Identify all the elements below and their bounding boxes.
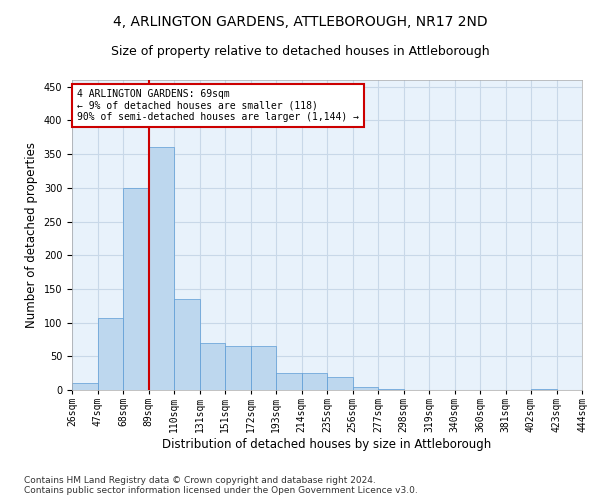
Text: 4 ARLINGTON GARDENS: 69sqm
← 9% of detached houses are smaller (118)
90% of semi: 4 ARLINGTON GARDENS: 69sqm ← 9% of detac…	[77, 90, 359, 122]
Bar	[327, 376, 353, 390]
X-axis label: Distribution of detached houses by size in Attleborough: Distribution of detached houses by size …	[163, 438, 491, 451]
Bar	[531, 388, 557, 390]
Bar	[302, 373, 327, 390]
Text: Contains HM Land Registry data © Crown copyright and database right 2024.
Contai: Contains HM Land Registry data © Crown c…	[24, 476, 418, 495]
Bar	[149, 148, 174, 390]
Bar	[174, 299, 199, 390]
Bar	[123, 188, 149, 390]
Bar	[353, 386, 378, 390]
Bar	[378, 388, 404, 390]
Bar	[251, 346, 276, 390]
Y-axis label: Number of detached properties: Number of detached properties	[25, 142, 38, 328]
Text: 4, ARLINGTON GARDENS, ATTLEBOROUGH, NR17 2ND: 4, ARLINGTON GARDENS, ATTLEBOROUGH, NR17…	[113, 15, 487, 29]
Bar	[97, 318, 123, 390]
Bar	[276, 373, 302, 390]
Bar	[225, 346, 251, 390]
Bar	[72, 384, 97, 390]
Text: Size of property relative to detached houses in Attleborough: Size of property relative to detached ho…	[110, 45, 490, 58]
Bar	[199, 343, 225, 390]
